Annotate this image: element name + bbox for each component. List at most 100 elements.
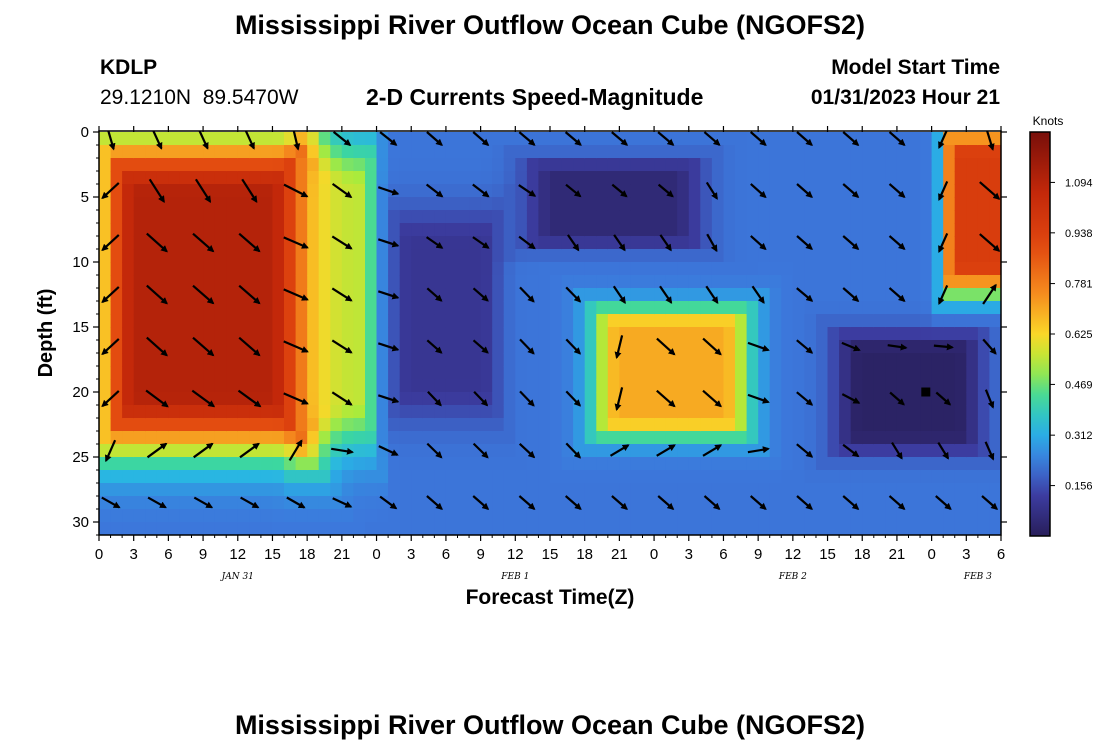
heatmap-cell bbox=[318, 327, 331, 341]
heatmap-cell bbox=[885, 314, 898, 328]
heatmap-cell bbox=[99, 210, 112, 224]
heatmap-cell bbox=[191, 496, 204, 510]
heatmap-cell bbox=[179, 132, 193, 146]
heatmap-cell bbox=[515, 353, 528, 367]
heatmap-cell bbox=[99, 158, 112, 172]
heatmap-cell bbox=[989, 197, 1001, 211]
heatmap-cell bbox=[630, 379, 644, 393]
heatmap-cell bbox=[977, 314, 991, 328]
heatmap-cell bbox=[260, 249, 274, 263]
heatmap-cell bbox=[411, 392, 424, 406]
heatmap-cell bbox=[226, 444, 239, 458]
heatmap-cell bbox=[896, 522, 910, 535]
heatmap-cell bbox=[330, 158, 343, 172]
heatmap-cell bbox=[341, 249, 354, 263]
heatmap-cell bbox=[133, 249, 146, 263]
heatmap-cell bbox=[816, 236, 829, 250]
heatmap-cell bbox=[792, 366, 805, 380]
heatmap-cell bbox=[966, 366, 979, 380]
heatmap-cell bbox=[816, 223, 829, 237]
heatmap-cell bbox=[550, 379, 563, 393]
heatmap-cell bbox=[318, 145, 331, 159]
heatmap-cell bbox=[735, 301, 748, 315]
heatmap-cell bbox=[503, 236, 516, 250]
heatmap-cell bbox=[249, 171, 262, 185]
heatmap-cell bbox=[619, 340, 632, 354]
heatmap-cell bbox=[885, 509, 898, 523]
heatmap-cell bbox=[457, 496, 470, 510]
heatmap-cell bbox=[596, 509, 609, 523]
heatmap-cell bbox=[492, 184, 505, 198]
heatmap-cell bbox=[700, 171, 713, 185]
heatmap-cell bbox=[203, 301, 216, 315]
heatmap-cell bbox=[353, 301, 366, 315]
heatmap-cell bbox=[654, 145, 667, 159]
heatmap-cell bbox=[850, 171, 863, 185]
heatmap-cell bbox=[365, 197, 378, 211]
current-vector-arrow bbox=[146, 336, 168, 357]
heatmap-cell bbox=[862, 184, 875, 198]
heatmap-cell bbox=[330, 223, 343, 237]
current-vector-arrow bbox=[518, 131, 536, 146]
current-vector-arrow bbox=[288, 439, 303, 461]
heatmap-cell bbox=[480, 275, 493, 289]
heatmap-cell bbox=[260, 210, 274, 224]
heatmap-cell bbox=[908, 405, 921, 419]
current-vector-arrow bbox=[331, 447, 354, 455]
heatmap-cell bbox=[642, 392, 655, 406]
x-tick-label: 21 bbox=[334, 546, 351, 563]
heatmap-cell bbox=[226, 314, 239, 328]
heatmap-cell bbox=[341, 470, 354, 484]
heatmap-cell bbox=[885, 522, 898, 535]
heatmap-cell bbox=[445, 171, 459, 185]
heatmap-cell bbox=[781, 496, 794, 510]
heatmap-cell bbox=[977, 405, 991, 419]
current-vector-arrow bbox=[888, 235, 906, 250]
date-label: FEB 3 bbox=[963, 572, 992, 582]
heatmap-cell bbox=[619, 197, 632, 211]
current-vector-arrow bbox=[747, 341, 770, 352]
heatmap-cell bbox=[839, 366, 852, 380]
heatmap-cell bbox=[272, 405, 285, 419]
current-vector-arrow bbox=[426, 339, 443, 354]
heatmap-cell bbox=[850, 301, 863, 315]
heatmap-cell bbox=[191, 158, 204, 172]
heatmap-cell bbox=[966, 327, 979, 341]
heatmap-cell bbox=[272, 379, 285, 393]
heatmap-cell bbox=[122, 132, 135, 146]
heatmap-cell bbox=[966, 262, 979, 276]
heatmap-cell bbox=[908, 132, 921, 146]
heatmap-cell bbox=[237, 470, 250, 484]
heatmap-cell bbox=[214, 522, 227, 535]
heatmap-cell bbox=[550, 158, 563, 172]
heatmap-cell bbox=[677, 327, 690, 341]
heatmap-cell bbox=[954, 340, 967, 354]
heatmap-cell bbox=[249, 249, 262, 263]
heatmap-cell bbox=[792, 223, 805, 237]
heatmap-cell bbox=[179, 236, 193, 250]
heatmap-cell bbox=[411, 249, 424, 263]
heatmap-cell bbox=[781, 275, 794, 289]
heatmap-cell bbox=[966, 184, 979, 198]
heatmap-cell bbox=[480, 509, 493, 523]
heatmap-cell bbox=[445, 184, 459, 198]
heatmap-cell bbox=[630, 444, 644, 458]
heatmap-cell bbox=[665, 327, 678, 341]
heatmap-cell bbox=[191, 379, 204, 393]
heatmap-cell bbox=[885, 249, 898, 263]
heatmap-cell bbox=[122, 197, 135, 211]
heatmap-cell bbox=[908, 314, 921, 328]
heatmap-cell bbox=[237, 262, 250, 276]
heatmap-cell bbox=[469, 327, 482, 341]
heatmap-cell bbox=[677, 392, 690, 406]
heatmap-cell bbox=[168, 522, 181, 535]
heatmap-cell bbox=[816, 470, 829, 484]
heatmap-cell bbox=[284, 158, 297, 172]
heatmap-cell bbox=[584, 288, 597, 302]
heatmap-cell bbox=[550, 418, 563, 432]
heatmap-cell bbox=[746, 314, 759, 328]
heatmap-cell bbox=[816, 314, 829, 328]
heatmap-cell bbox=[769, 327, 782, 341]
heatmap-cell bbox=[735, 431, 748, 445]
heatmap-cell bbox=[388, 197, 401, 211]
